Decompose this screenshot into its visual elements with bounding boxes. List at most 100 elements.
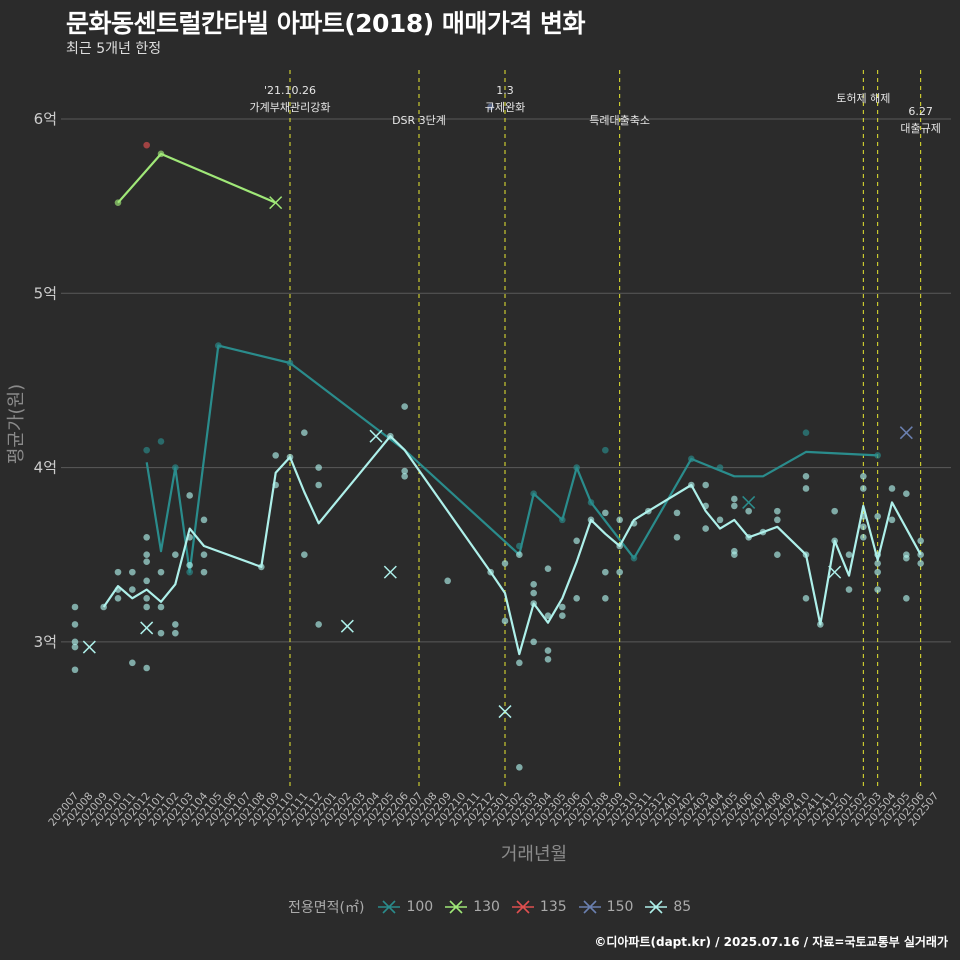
data-point-85 bbox=[71, 643, 79, 651]
data-point-85 bbox=[516, 659, 523, 667]
data-point-85 bbox=[903, 554, 910, 562]
data-point-85 bbox=[573, 537, 580, 545]
data-point-135 bbox=[143, 141, 150, 149]
data-point-85 bbox=[874, 551, 881, 559]
data-point-85 bbox=[71, 603, 79, 611]
data-point-85 bbox=[157, 629, 165, 637]
data-point-85 bbox=[759, 528, 767, 536]
data-point-85 bbox=[845, 551, 853, 559]
data-point-85 bbox=[544, 565, 552, 572]
data-point-85 bbox=[673, 509, 681, 517]
data-point-85 bbox=[831, 507, 838, 515]
legend-swatch bbox=[578, 900, 601, 914]
data-point-85 bbox=[315, 481, 322, 489]
data-point-85 bbox=[688, 481, 695, 489]
data-point-85 bbox=[272, 452, 279, 459]
data-point-85 bbox=[587, 516, 595, 524]
data-point-100 bbox=[802, 429, 810, 437]
cross-point-150 bbox=[899, 426, 913, 440]
data-point-100 bbox=[157, 438, 165, 445]
data-point-85 bbox=[544, 655, 552, 663]
chart-subtitle: 최근 5개년 한정 bbox=[66, 41, 162, 57]
legend-item-85: 85 bbox=[645, 899, 691, 915]
data-point-85 bbox=[917, 551, 924, 559]
data-point-85 bbox=[874, 568, 881, 576]
data-point-85 bbox=[860, 513, 867, 520]
data-point-85 bbox=[301, 429, 308, 437]
data-point-100 bbox=[587, 499, 595, 506]
data-point-85 bbox=[845, 586, 853, 593]
legend-label: 85 bbox=[673, 899, 692, 915]
legend: 전용면적(㎡) 100 130 135 150 85 bbox=[288, 896, 703, 918]
data-point-100 bbox=[874, 452, 881, 459]
data-point-85 bbox=[888, 516, 896, 524]
data-point-85 bbox=[387, 432, 394, 440]
legend-swatch bbox=[645, 900, 668, 914]
data-point-85 bbox=[888, 485, 896, 492]
event-label: 6.27 bbox=[908, 105, 933, 118]
data-point-85 bbox=[530, 581, 537, 588]
data-point-85 bbox=[673, 533, 681, 541]
data-point-85 bbox=[774, 551, 781, 559]
data-point-85 bbox=[874, 586, 881, 593]
data-point-85 bbox=[602, 509, 609, 517]
x-axis-title: 거래년월 bbox=[501, 844, 567, 865]
event-label: 1.3 bbox=[496, 84, 514, 97]
data-point-85 bbox=[602, 594, 609, 602]
data-point-85 bbox=[301, 551, 308, 559]
legend-item-130: 130 bbox=[445, 899, 500, 915]
data-point-85 bbox=[258, 563, 265, 571]
data-point-85 bbox=[186, 561, 193, 569]
data-point-85 bbox=[903, 594, 910, 602]
data-point-85 bbox=[286, 453, 294, 461]
data-point-85 bbox=[157, 603, 165, 611]
legend-swatch bbox=[511, 900, 534, 914]
data-point-85 bbox=[559, 603, 566, 611]
data-point-85 bbox=[817, 621, 824, 628]
data-point-85 bbox=[602, 568, 609, 576]
data-point-85 bbox=[559, 612, 566, 620]
legend-label: 150 bbox=[606, 899, 634, 915]
data-point-85 bbox=[401, 467, 408, 475]
cross-point-100 bbox=[742, 495, 756, 509]
legend-item-150: 150 bbox=[578, 899, 634, 915]
data-point-100 bbox=[602, 446, 609, 454]
data-point-85 bbox=[143, 594, 150, 602]
data-point-85 bbox=[860, 485, 867, 492]
y-axis-title: 평균가(원) bbox=[6, 384, 27, 464]
data-point-85 bbox=[129, 659, 136, 667]
data-point-85 bbox=[702, 502, 709, 510]
data-point-85 bbox=[802, 485, 810, 492]
event-label: 토허제 해제 bbox=[836, 91, 890, 105]
event-label: 가계부채관리강화 bbox=[250, 101, 331, 114]
series-line-85 bbox=[102, 435, 922, 656]
y-tick-label: 6억 bbox=[34, 110, 57, 128]
data-point-85 bbox=[172, 629, 179, 637]
data-point-85 bbox=[860, 472, 867, 480]
series-line-100 bbox=[145, 344, 878, 574]
data-point-85 bbox=[200, 516, 208, 524]
data-point-85 bbox=[401, 403, 408, 410]
legend-label: 100 bbox=[406, 899, 434, 915]
data-point-85 bbox=[745, 507, 752, 515]
cross-point-85 bbox=[82, 640, 96, 654]
data-point-85 bbox=[530, 589, 537, 597]
data-point-85 bbox=[143, 577, 150, 585]
data-point-85 bbox=[501, 560, 509, 567]
data-point-85 bbox=[716, 516, 724, 524]
chart-title: 문화동센트럴칸타빌 아파트(2018) 매매가격 변화 bbox=[66, 9, 586, 38]
legend-title: 전용면적(㎡) bbox=[288, 900, 365, 916]
data-point-150 bbox=[487, 103, 494, 111]
data-point-85 bbox=[917, 560, 924, 567]
data-point-85 bbox=[874, 513, 881, 520]
data-point-85 bbox=[401, 472, 408, 480]
data-point-85 bbox=[487, 568, 494, 576]
data-point-85 bbox=[172, 551, 179, 559]
data-point-85 bbox=[530, 638, 537, 646]
data-point-100 bbox=[516, 542, 523, 550]
data-point-85 bbox=[200, 551, 208, 559]
data-point-85 bbox=[774, 516, 781, 524]
data-point-85 bbox=[114, 586, 122, 593]
data-point-85 bbox=[802, 594, 810, 602]
cross-point-85 bbox=[369, 429, 383, 443]
